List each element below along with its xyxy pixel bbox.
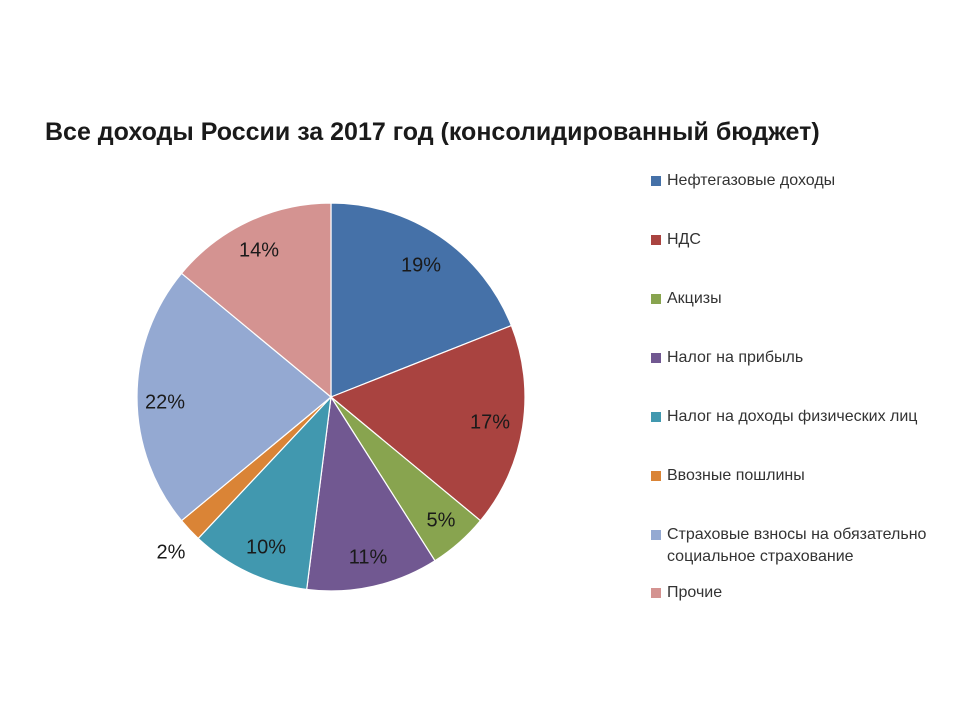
legend-item: Ввозные пошлины <box>651 465 805 487</box>
legend-label: Нефтегазовые доходы <box>667 172 836 189</box>
legend-item: Акцизы <box>651 288 722 310</box>
slice-data-label: 17% <box>470 411 510 433</box>
legend-item: Прочие <box>651 582 722 604</box>
legend-swatch <box>651 176 661 186</box>
legend-swatch <box>651 294 661 304</box>
legend-label: Налог на прибыль <box>667 349 804 366</box>
legend-swatch <box>651 353 661 363</box>
legend-item: НДС <box>651 229 701 251</box>
slice-data-label: 11% <box>349 546 388 568</box>
slice-data-label: 5% <box>427 509 456 531</box>
legend-swatch <box>651 530 661 540</box>
legend-swatch <box>651 471 661 481</box>
pie-slice <box>330 202 513 398</box>
legend-swatch <box>651 588 661 598</box>
legend-label: Ввозные пошлины <box>667 467 805 484</box>
legend-label: Прочие <box>667 584 723 601</box>
slice-data-label: 2% <box>157 541 186 563</box>
legend-item: Нефтегазовые доходы <box>651 170 835 192</box>
legend-label: НДС <box>667 231 701 248</box>
pie-slice <box>136 272 332 522</box>
legend-item: Страховые взносы на обязательно социальн… <box>651 524 926 568</box>
slice-data-label: 19% <box>401 254 441 276</box>
legend-swatch <box>651 412 661 422</box>
legend-item: Налог на доходы физических лиц <box>651 406 917 428</box>
legend-label: Страховые взносы на обязательно социальн… <box>667 526 927 565</box>
legend-swatch <box>651 235 661 245</box>
pie-slice <box>197 395 332 591</box>
legend-label: Налог на доходы физических лиц <box>667 408 918 425</box>
pie-slice <box>180 202 332 399</box>
legend-item: Налог на прибыль <box>651 347 803 369</box>
slice-data-label: 14% <box>239 239 279 261</box>
chart-title: Все доходы России за 2017 год (консолиди… <box>45 118 820 146</box>
pie-slice <box>306 395 436 592</box>
legend-label: Акцизы <box>667 290 722 307</box>
slice-data-label: 10% <box>246 536 286 558</box>
pie-slice <box>329 324 526 522</box>
slice-data-label: 22% <box>145 391 185 413</box>
legend: Нефтегазовые доходы НДС Акцизы Налог на при… <box>651 170 960 630</box>
